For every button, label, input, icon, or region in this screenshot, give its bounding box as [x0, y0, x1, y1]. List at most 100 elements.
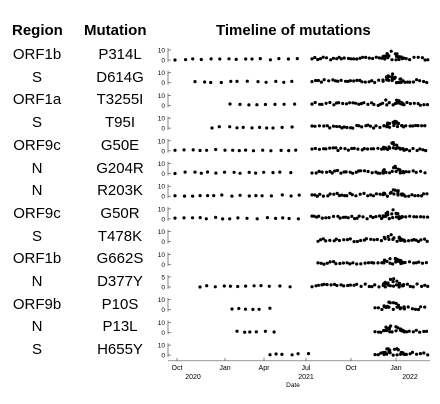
data-point [322, 147, 326, 151]
y-tick-label: 0 [161, 353, 165, 360]
data-point [334, 262, 338, 266]
data-point [274, 352, 278, 356]
data-point [350, 146, 354, 151]
data-point [413, 307, 418, 311]
data-point [251, 307, 255, 311]
data-point [205, 148, 209, 152]
data-point [417, 260, 421, 264]
data-point [355, 239, 359, 244]
data-point [310, 285, 314, 289]
data-point [398, 77, 402, 81]
y-tick-label: 0 [161, 285, 165, 292]
data-point [410, 307, 414, 311]
data-point [316, 78, 320, 83]
data-point [316, 261, 320, 265]
row-mutation-label: D377Y [97, 273, 143, 290]
data-point [351, 171, 355, 175]
data-point [387, 237, 391, 241]
row-mutation-label: T95I [104, 114, 135, 132]
data-point [408, 58, 412, 62]
row-mutation-label: P10S [101, 295, 139, 313]
data-point [366, 147, 370, 151]
data-point [379, 239, 383, 243]
data-point [313, 100, 317, 105]
data-point [222, 284, 226, 288]
data-point [324, 147, 328, 151]
data-point [418, 352, 422, 356]
data-point [269, 149, 273, 153]
data-point [238, 171, 242, 175]
data-point [383, 57, 387, 61]
y-tick-label: 0 [161, 103, 165, 110]
data-point [325, 261, 329, 265]
data-point [423, 283, 427, 287]
data-point [331, 214, 336, 218]
data-point [348, 79, 352, 83]
data-point [335, 283, 339, 288]
y-tick-label: 10 [158, 297, 166, 304]
data-point [341, 101, 345, 106]
region-header: Region [12, 22, 63, 39]
data-point [173, 58, 177, 62]
data-point [173, 216, 177, 220]
x-tick-label: Jul [302, 365, 311, 372]
data-point [374, 215, 378, 219]
data-point [354, 101, 358, 105]
data-point [183, 170, 187, 174]
data-point [339, 283, 343, 287]
data-point [389, 233, 393, 237]
data-point [319, 80, 323, 84]
data-point [356, 147, 360, 151]
data-point [328, 238, 332, 242]
data-point [419, 194, 424, 198]
data-point [214, 215, 218, 219]
data-point [405, 282, 409, 286]
data-point [424, 261, 428, 265]
data-point [387, 145, 391, 149]
data-point [328, 100, 332, 105]
data-point [418, 147, 422, 151]
data-point [313, 193, 317, 197]
data-point [296, 352, 300, 356]
data-point [254, 171, 258, 175]
data-point [282, 80, 286, 84]
data-point [388, 171, 392, 175]
y-tick-label: 10 [158, 229, 166, 236]
data-point [385, 304, 389, 308]
data-point [408, 352, 412, 356]
data-point [387, 300, 391, 304]
row-region-label: S [31, 341, 42, 359]
data-point [408, 284, 412, 288]
data-point [331, 56, 335, 60]
data-point [370, 171, 374, 175]
data-point [420, 261, 425, 265]
data-point [287, 149, 291, 153]
data-point [395, 125, 400, 129]
data-point [324, 101, 328, 105]
data-point [410, 350, 415, 354]
data-point [360, 80, 364, 84]
data-point [314, 171, 318, 175]
data-point [255, 217, 259, 221]
data-point [373, 80, 377, 85]
data-point [320, 170, 324, 174]
data-point [391, 208, 395, 212]
data-point [415, 352, 419, 356]
data-point [263, 102, 267, 107]
x-tick-label: Oct [346, 365, 357, 372]
data-point [388, 284, 392, 288]
data-point [372, 261, 376, 265]
data-point [343, 79, 348, 83]
data-point [335, 57, 339, 61]
data-point [330, 171, 334, 175]
data-point [397, 80, 401, 85]
data-point [355, 282, 359, 286]
data-point [386, 210, 390, 214]
data-point [228, 284, 232, 288]
data-point [324, 216, 328, 220]
row-region-label: ORF1b [12, 46, 62, 63]
data-point [380, 307, 384, 312]
data-point [362, 101, 366, 105]
data-point [293, 102, 297, 106]
data-point [377, 78, 381, 82]
